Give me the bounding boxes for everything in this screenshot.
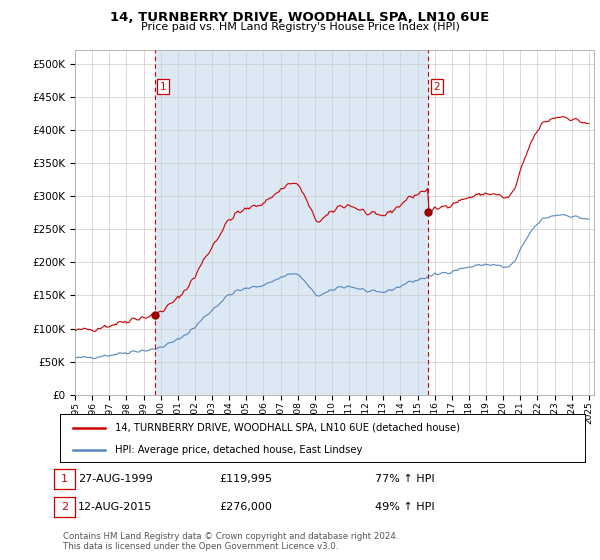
- Text: 27-AUG-1999: 27-AUG-1999: [78, 474, 153, 484]
- Text: 1: 1: [61, 474, 68, 484]
- Text: 2: 2: [61, 502, 68, 512]
- Text: 14, TURNBERRY DRIVE, WOODHALL SPA, LN10 6UE (detached house): 14, TURNBERRY DRIVE, WOODHALL SPA, LN10 …: [115, 423, 460, 433]
- Text: 1: 1: [160, 82, 166, 92]
- Text: 14, TURNBERRY DRIVE, WOODHALL SPA, LN10 6UE: 14, TURNBERRY DRIVE, WOODHALL SPA, LN10 …: [110, 11, 490, 24]
- Bar: [155, 50, 428, 395]
- Text: 12-AUG-2015: 12-AUG-2015: [78, 502, 152, 512]
- Text: 2: 2: [433, 82, 440, 92]
- Text: 49% ↑ HPI: 49% ↑ HPI: [375, 502, 434, 512]
- Text: £119,995: £119,995: [219, 474, 272, 484]
- Text: Contains HM Land Registry data © Crown copyright and database right 2024.
This d: Contains HM Land Registry data © Crown c…: [63, 532, 398, 552]
- Text: 77% ↑ HPI: 77% ↑ HPI: [375, 474, 434, 484]
- Text: £276,000: £276,000: [219, 502, 272, 512]
- Text: HPI: Average price, detached house, East Lindsey: HPI: Average price, detached house, East…: [115, 445, 362, 455]
- Text: Price paid vs. HM Land Registry's House Price Index (HPI): Price paid vs. HM Land Registry's House …: [140, 22, 460, 32]
